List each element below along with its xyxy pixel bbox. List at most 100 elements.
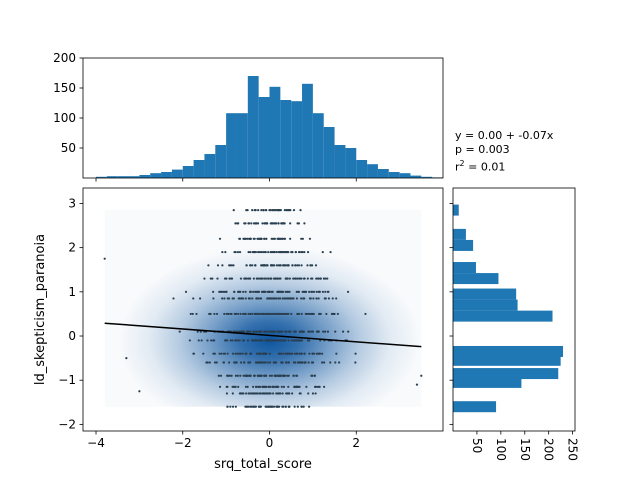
scatter-point xyxy=(303,250,306,254)
scatter-point xyxy=(281,392,284,395)
scatter-point xyxy=(248,297,251,300)
top-hist-bar xyxy=(247,76,259,178)
scatter-point xyxy=(211,277,214,280)
scatter-point xyxy=(258,237,262,240)
scatter-point xyxy=(253,374,256,377)
scatter-point xyxy=(287,374,290,377)
scatter-point xyxy=(331,297,334,300)
scatter-point xyxy=(245,392,248,395)
scatter-point xyxy=(300,297,303,300)
scatter-point xyxy=(276,374,279,377)
scatter-point xyxy=(308,330,311,333)
scatter-point xyxy=(284,250,287,254)
scatter-point xyxy=(299,392,302,395)
scatter-point xyxy=(254,264,257,267)
scatter-point xyxy=(257,374,261,377)
scatter-point xyxy=(248,361,252,364)
scatter-point xyxy=(315,352,318,355)
scatter-point xyxy=(225,392,229,395)
scatter-point xyxy=(288,352,291,355)
scatter-point xyxy=(227,374,230,377)
scatter-point xyxy=(254,222,257,225)
scatter-point xyxy=(244,290,247,293)
scatter-point xyxy=(212,339,215,342)
scatter-point xyxy=(297,290,300,293)
scatter-point xyxy=(254,290,257,293)
scatter-point xyxy=(247,222,250,225)
scatter-point xyxy=(242,312,245,316)
right-hist-bar xyxy=(453,310,553,322)
scatter-point xyxy=(285,392,288,395)
scatter-point xyxy=(236,339,239,342)
scatter-point xyxy=(286,297,289,300)
scatter-point xyxy=(266,361,269,364)
right-hist-x-tick-label: 50 xyxy=(470,438,484,453)
scatter-point xyxy=(308,312,311,316)
scatter-point xyxy=(272,264,275,267)
scatter-point xyxy=(225,277,228,280)
scatter-point xyxy=(303,352,306,355)
scatter-point xyxy=(269,264,273,267)
scatter-point xyxy=(228,374,231,377)
scatter-point xyxy=(269,297,272,300)
x-tick-label: 2 xyxy=(352,436,360,450)
scatter-point xyxy=(346,290,350,293)
scatter-point xyxy=(329,250,332,254)
scatter-point xyxy=(279,290,283,293)
scatter-point xyxy=(284,277,288,280)
scatter-point xyxy=(297,250,301,254)
scatter-point xyxy=(236,352,239,355)
scatter-point xyxy=(262,352,266,355)
scatter-point xyxy=(264,405,267,408)
scatter-point xyxy=(257,208,260,212)
top-hist-bar xyxy=(312,113,324,178)
scatter-point xyxy=(254,208,257,212)
scatter-point xyxy=(243,277,247,280)
scatter-point xyxy=(291,392,294,395)
scatter-point xyxy=(220,352,223,355)
top-hist-bar xyxy=(161,172,172,178)
regression-equation: y = 0.00 + -0.07x xyxy=(455,129,554,142)
scatter-point xyxy=(251,297,254,300)
scatter-points xyxy=(103,208,423,408)
scatter-point xyxy=(277,208,280,212)
scatter-point xyxy=(279,277,282,280)
scatter-point xyxy=(316,277,320,280)
scatter-point xyxy=(334,330,337,333)
scatter-point xyxy=(277,297,280,300)
scatter-point xyxy=(195,312,198,316)
scatter-point xyxy=(268,330,271,333)
scatter-point xyxy=(269,405,272,408)
scatter-point xyxy=(191,312,194,316)
y-axis-label: ld_skepticism_paranoia xyxy=(33,234,48,385)
scatter-point xyxy=(213,352,216,355)
scatter-point xyxy=(178,330,181,333)
scatter-point xyxy=(231,339,234,342)
scatter-point xyxy=(254,250,257,254)
scatter-point xyxy=(279,237,282,240)
scatter-point xyxy=(282,352,285,355)
scatter-point xyxy=(247,250,250,254)
top-hist-bar xyxy=(182,166,194,178)
scatter-point xyxy=(323,361,326,364)
scatter-point xyxy=(300,277,303,280)
scatter-point xyxy=(216,264,220,267)
scatter-point xyxy=(221,297,224,300)
scatter-point xyxy=(299,330,302,333)
scatter-point xyxy=(335,352,338,355)
scatter-point xyxy=(215,361,218,364)
scatter-point xyxy=(239,290,242,293)
scatter-point xyxy=(317,297,320,300)
scatter-point xyxy=(279,339,282,342)
scatter-point xyxy=(267,385,271,388)
scatter-point xyxy=(295,297,299,300)
scatter-point xyxy=(268,374,272,377)
scatter-point xyxy=(289,330,292,333)
scatter-point xyxy=(265,237,268,240)
scatter-point xyxy=(284,290,287,293)
scatter-point xyxy=(296,277,299,280)
scatter-point xyxy=(282,385,286,388)
scatter-point xyxy=(249,330,252,333)
scatter-point xyxy=(276,405,279,408)
x-tick-label: −4 xyxy=(87,436,105,450)
